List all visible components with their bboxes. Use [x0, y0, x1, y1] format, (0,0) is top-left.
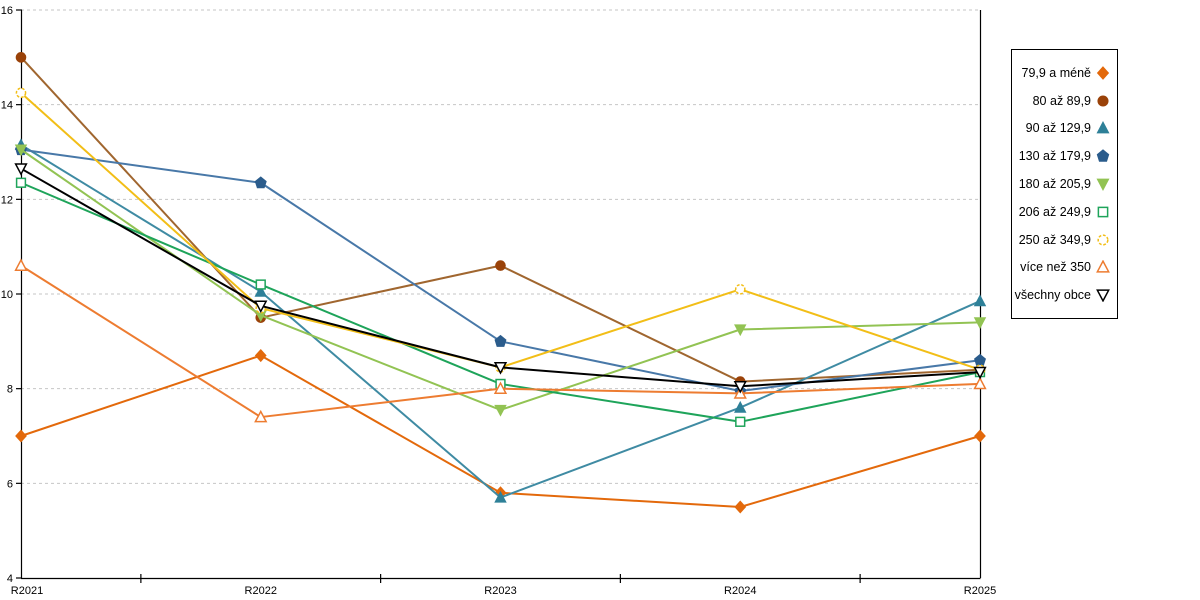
triangle-down-legend-icon	[1096, 289, 1110, 303]
data-point-marker	[255, 279, 266, 290]
legend-item-7: více než 350	[1016, 260, 1110, 274]
data-point-marker	[973, 317, 987, 330]
data-point-marker	[1096, 260, 1110, 273]
legend-item-8: všechny obce	[1014, 288, 1110, 303]
x-category-label: R2022	[245, 585, 277, 597]
data-point-marker	[493, 381, 508, 395]
data-point-marker	[973, 294, 987, 307]
data-point-marker	[254, 176, 267, 189]
data-point-marker	[734, 500, 747, 514]
data-point-marker	[15, 429, 27, 443]
legend-item-3: 130 až 179,9	[1016, 149, 1110, 163]
data-point-marker	[734, 400, 747, 413]
data-point-marker	[15, 52, 27, 63]
x-category-label: R2024	[724, 585, 756, 597]
legend-item-0: 79,9 a méně	[1016, 66, 1110, 80]
data-point-marker	[1097, 206, 1109, 218]
legend-item-4: 180 až 205,9	[1016, 177, 1110, 191]
data-point-marker	[494, 404, 507, 417]
legend: 79,9 a méně 80 až 89,9 90 až 129,9 130 až 1…	[1011, 49, 1118, 319]
y-tick-label: 10	[1, 289, 13, 301]
data-point-marker	[974, 353, 986, 366]
series-line-1	[20, 56, 981, 383]
data-point-marker	[1096, 65, 1110, 80]
data-point-marker	[495, 260, 506, 271]
legend-label: 250 až 349,9	[1018, 232, 1091, 247]
legend-item-2: 90 až 129,9	[1016, 121, 1110, 135]
legend-item-1: 80 až 89,9	[1016, 94, 1110, 108]
data-point-marker	[733, 380, 747, 394]
data-point-marker	[1096, 121, 1110, 134]
data-point-marker	[1096, 289, 1110, 303]
diamond-legend-icon	[1096, 65, 1110, 80]
data-point-marker	[973, 366, 987, 380]
legend-label: 79,9 a méně	[1021, 65, 1092, 80]
pentagon-legend-icon	[1096, 149, 1110, 162]
y-tick-label: 4	[7, 573, 13, 585]
data-point-marker	[15, 177, 27, 188]
data-point-marker	[1097, 233, 1109, 246]
data-point-marker	[494, 334, 507, 347]
legend-label: 80 až 89,9	[1032, 93, 1091, 108]
triangle-up-legend-icon	[1096, 260, 1110, 273]
legend-item-6: 250 až 349,9	[1016, 233, 1110, 247]
data-point-marker	[494, 490, 507, 503]
y-tick-label: 6	[7, 478, 13, 490]
triangle-up-legend-icon	[1096, 121, 1110, 134]
x-category-label: R2023	[484, 585, 516, 597]
data-point-marker	[974, 429, 986, 443]
square-legend-icon	[1097, 206, 1109, 218]
triangle-down-legend-icon	[1096, 178, 1110, 191]
y-tick-label: 8	[7, 384, 13, 396]
data-point-marker	[254, 300, 268, 314]
legend-label: 90 až 129,9	[1025, 121, 1091, 136]
data-point-marker	[1096, 149, 1110, 162]
legend-label: všechny obce	[1014, 288, 1091, 303]
series-line-8	[20, 167, 981, 388]
data-point-marker	[734, 324, 747, 337]
data-point-marker	[1096, 178, 1110, 191]
data-point-marker	[1097, 95, 1109, 107]
y-tick-label: 14	[1, 100, 13, 112]
x-category-label: R2021	[11, 585, 43, 597]
y-tick-label: 12	[1, 194, 13, 206]
data-point-marker	[734, 283, 746, 295]
data-point-marker	[254, 409, 268, 423]
circle-legend-icon	[1097, 95, 1109, 107]
legend-item-5: 206 až 249,9	[1016, 205, 1110, 219]
data-point-marker	[14, 163, 28, 176]
series-line-6	[20, 92, 981, 371]
x-category-label: R2025	[964, 585, 996, 597]
y-tick-label: 16	[1, 5, 13, 17]
data-point-marker	[14, 258, 28, 271]
data-point-marker	[735, 416, 746, 427]
data-point-marker	[973, 376, 987, 390]
legend-label: 130 až 179,9	[1018, 149, 1091, 164]
legend-label: 180 až 205,9	[1018, 176, 1091, 191]
legend-label: více než 350	[1020, 260, 1091, 275]
data-point-marker	[254, 284, 267, 297]
data-point-marker	[254, 348, 267, 363]
data-point-marker	[14, 144, 28, 157]
legend-label: 206 až 249,9	[1018, 204, 1091, 219]
circle-dashed-legend-icon	[1097, 233, 1109, 246]
data-point-marker	[493, 362, 508, 375]
data-point-marker	[15, 87, 27, 99]
